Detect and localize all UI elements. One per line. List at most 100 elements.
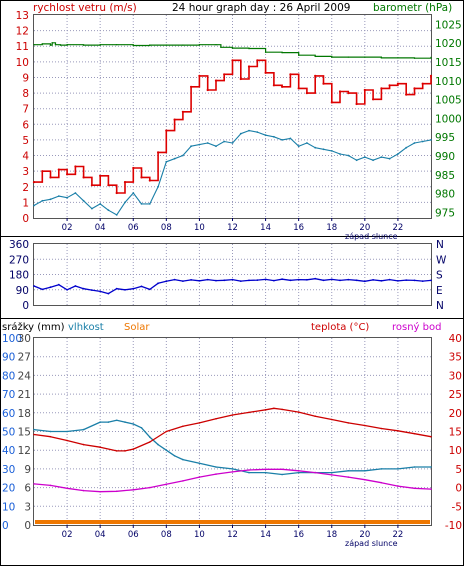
wind-direction-point	[198, 279, 201, 282]
dew-point-point	[82, 489, 85, 492]
dew-point-point	[413, 487, 416, 490]
wind-gust-point	[256, 59, 259, 62]
rain-tick-label: 12	[18, 445, 31, 457]
barometer-tick-label: 975	[435, 207, 455, 219]
wind-direction-point	[124, 288, 126, 291]
wind-gust-point	[429, 74, 433, 77]
wind-speed-point	[347, 154, 350, 157]
wind-speed-point	[380, 156, 383, 159]
wind-speed-point	[355, 159, 358, 162]
wind-direction-point	[91, 289, 93, 291]
x-tick-label: 10	[194, 530, 205, 540]
wind-gust-point	[190, 85, 193, 88]
wind-direction-point	[306, 278, 308, 281]
wind-speed-tick-label: 10	[16, 57, 29, 69]
barometer-point	[331, 56, 333, 58]
wind-direction-point	[182, 280, 184, 282]
wind-direction-point	[82, 287, 85, 290]
humidity-point	[132, 423, 135, 425]
compass-tick-label: E	[436, 285, 443, 297]
temperature-point	[264, 409, 267, 411]
wind-speed-point	[41, 199, 44, 202]
wind-direction-point	[165, 280, 168, 283]
wind-gust-point	[405, 93, 408, 96]
wind-direction-point	[140, 285, 143, 288]
barometer-point	[54, 44, 57, 46]
wind-gust-point	[41, 170, 44, 173]
temperature-point	[33, 433, 35, 436]
wind-speed-point	[314, 146, 317, 149]
temperature-point	[82, 443, 85, 446]
temperature-point	[273, 407, 275, 410]
barometer-tick-label: 980	[435, 189, 455, 201]
degree-tick-label: 270	[9, 254, 29, 266]
rain-tick-label: 21	[18, 389, 31, 401]
wind-gust-point	[330, 101, 333, 104]
wind-direction-point	[264, 278, 267, 281]
wind-speed-point	[66, 196, 68, 199]
wind-gust-point	[223, 73, 226, 76]
wind-direction-point	[190, 279, 193, 281]
wind-speed-tick-label: 8	[22, 88, 29, 100]
barometer-point	[264, 51, 267, 53]
wind-gust-point	[82, 176, 85, 179]
temperature-point	[430, 435, 432, 438]
wind-speed-point	[115, 214, 118, 216]
degree-tick-label: 180	[9, 270, 29, 282]
barometer-point	[116, 44, 118, 46]
temperature-point	[124, 450, 126, 452]
dew-point-point	[281, 468, 283, 471]
wind-speed-point	[330, 150, 333, 152]
x-tick-label: 22	[393, 530, 404, 540]
wind-gust-point	[206, 88, 209, 92]
wind-speed-point	[397, 153, 399, 155]
wind-gust-point	[214, 79, 218, 82]
dew-point-point	[165, 483, 168, 486]
x-tick-label: 18	[326, 530, 337, 540]
wind-speed-point	[248, 129, 250, 132]
barometer-point	[430, 56, 432, 59]
dew-point-point	[33, 483, 35, 485]
wind-direction-point	[107, 292, 110, 295]
wind-gust-point	[305, 92, 308, 95]
sunset-label-bottom: západ slunce	[345, 539, 398, 548]
temperature-point	[66, 439, 68, 442]
wind-speed-tick-label: 3	[22, 166, 29, 178]
humidity-point	[124, 421, 126, 423]
wind-gust-point	[281, 85, 284, 88]
humidity-point	[264, 471, 267, 474]
temperature-axis: -10 -5 0 5 10 15 20 25 30 35 40	[445, 333, 462, 532]
compass-tick-label: W	[436, 254, 447, 266]
wind-gust-point	[372, 98, 375, 101]
wind-gust-point	[99, 174, 102, 177]
wind-gust-point	[132, 166, 135, 170]
dew-point-point	[347, 476, 350, 478]
wind-speed-point	[57, 195, 60, 198]
dew-point-point	[198, 476, 201, 478]
humidity-point	[297, 471, 300, 474]
temp-humidity-x-axis: 02 04 06 08 10 12 14 16 18 20 22	[62, 525, 404, 540]
wind-direction-point	[206, 278, 209, 281]
rain-tick-label: 24	[18, 370, 32, 382]
rain-tick-label: 0	[24, 520, 31, 532]
wind-speed-point	[215, 145, 217, 148]
x-tick-label: 18	[326, 223, 337, 233]
x-tick-label: 22	[393, 223, 404, 233]
x-tick-label: 06	[128, 223, 139, 233]
wind-direction-point	[322, 279, 325, 282]
barometer-point	[49, 44, 52, 46]
humidity-point	[115, 419, 118, 422]
rain-title: srážky (mm)	[2, 321, 65, 333]
wind-direction-point	[413, 279, 416, 282]
dew-point-point	[182, 480, 184, 482]
temp-humidity-series	[33, 407, 432, 524]
wind-speed-tick-label: 11	[16, 41, 29, 53]
temperature-point	[314, 415, 317, 418]
barometer-axis: 975 980 985 990 995 1000 1005 1010 1015 1020 1025	[435, 19, 462, 219]
wind-direction-point	[273, 279, 275, 282]
wind-direction-point	[330, 278, 333, 281]
dew-point-point	[231, 471, 234, 473]
wind-direction-point	[66, 288, 68, 291]
wind-direction-point	[363, 280, 366, 283]
